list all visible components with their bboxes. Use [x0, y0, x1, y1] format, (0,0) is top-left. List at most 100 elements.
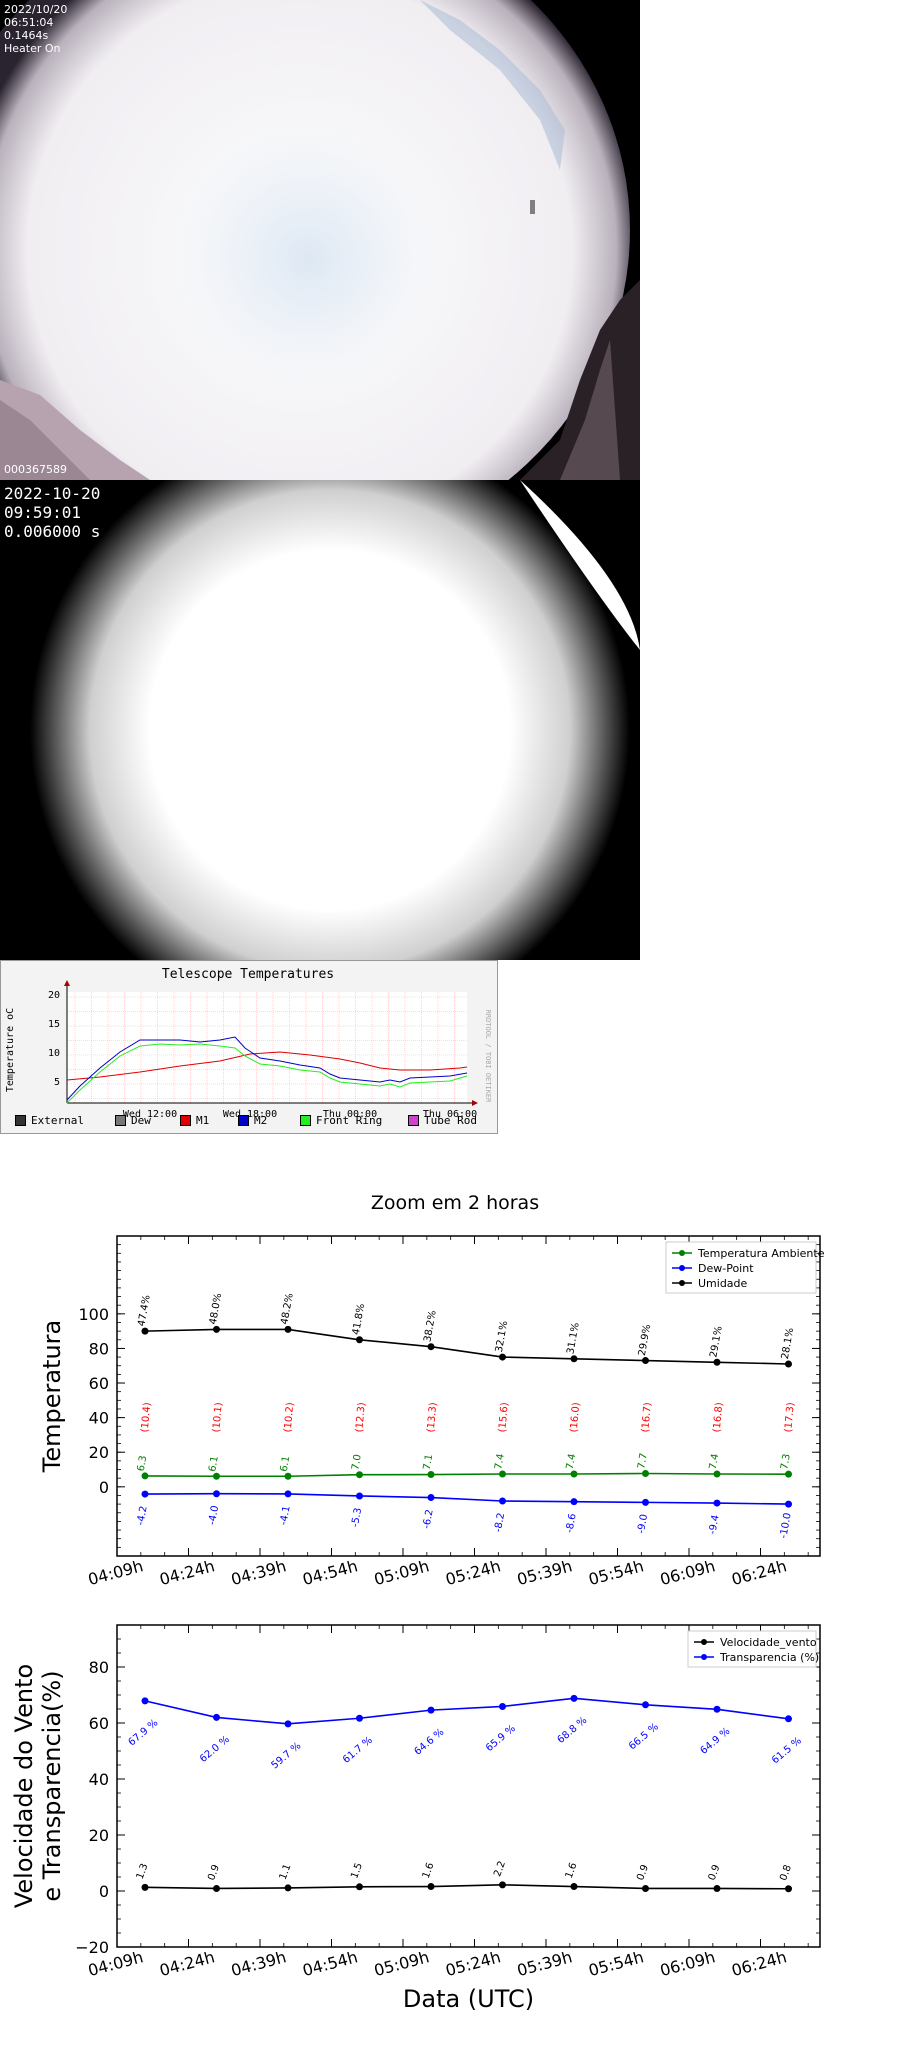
data-label: 28.1% — [780, 1327, 796, 1360]
rrd-series-m1 — [66, 1051, 468, 1081]
data-point — [427, 1494, 435, 1502]
data-point — [713, 1358, 721, 1366]
y-tick-label: 20 — [89, 1826, 109, 1845]
x-tick-label: 04:24h — [157, 1556, 216, 1589]
rrd-ytick: 20 — [48, 990, 60, 1001]
data-point — [570, 1498, 578, 1506]
series-line — [144, 1884, 789, 1890]
data-point — [284, 1472, 292, 1480]
rrd-legend-item-dew: Dew — [115, 1114, 151, 1127]
data-label: 41.8% — [351, 1303, 367, 1336]
data-label: -10.0 — [778, 1512, 793, 1539]
series-line — [144, 1697, 789, 1725]
data-point — [642, 1884, 649, 1892]
data-point — [356, 1714, 363, 1722]
data-label: 7.4 — [493, 1453, 507, 1471]
data-label: 0.9 — [206, 1863, 222, 1882]
data-point — [284, 1490, 292, 1498]
camera1-frame-id: 000367589 — [4, 463, 67, 476]
y-axis-label: Velocidade do Vento — [10, 1664, 38, 1908]
data-label: 7.0 — [350, 1453, 364, 1471]
data-point — [499, 1353, 506, 1361]
legend: Temperatura Ambiente Dew-Point Umidade — [665, 1241, 825, 1294]
data-label: 67.9 % — [126, 1718, 160, 1749]
rrd-xtick: Thu 06:00 — [423, 1109, 477, 1120]
camera2-date: 2022-10-20 — [4, 484, 101, 503]
x-tick-label: 04:54h — [300, 1556, 359, 1589]
x-tick-label: 06:09h — [658, 1556, 717, 1589]
data-point — [570, 1355, 578, 1363]
series-line — [144, 1472, 789, 1478]
x-tick-label: 06:24h — [729, 1556, 788, 1589]
data-label: 6.1 — [207, 1455, 221, 1473]
y-axis-label: e Transparencia(%) — [38, 1670, 66, 1901]
x-tick-label: 04:39h — [229, 1556, 288, 1589]
rrd-ytick: 5 — [54, 1077, 60, 1088]
legend-marker — [679, 1280, 685, 1286]
annotation-label: (10.2) — [283, 1402, 297, 1433]
data-label: -9.4 — [707, 1514, 721, 1535]
data-point — [356, 1471, 363, 1479]
data-point — [570, 1694, 578, 1702]
data-label: 59.7 % — [269, 1740, 303, 1771]
x-tick-label: 05:09h — [372, 1556, 431, 1589]
legend-marker — [679, 1250, 685, 1256]
x-tick-label: 05:54h — [586, 1556, 645, 1589]
y-tick-label: 80 — [89, 1339, 109, 1358]
series-line — [144, 1492, 789, 1505]
data-label: 0.9 — [635, 1863, 651, 1882]
data-point — [284, 1325, 292, 1333]
data-point — [213, 1713, 220, 1721]
data-label: 7.3 — [779, 1453, 793, 1471]
data-label: -9.0 — [636, 1513, 650, 1534]
data-label: -4.1 — [278, 1505, 292, 1526]
annotation-label: (13.3) — [426, 1402, 440, 1433]
annotation-label: (16.0) — [569, 1402, 583, 1433]
data-label: 6.3 — [136, 1455, 150, 1473]
annotation-label: (12.3) — [354, 1402, 368, 1433]
telescope-temperatures-chart: Telescope Temperatures Temperature oC RR… — [0, 960, 498, 1134]
data-point — [213, 1325, 220, 1333]
data-point — [570, 1470, 578, 1478]
data-point — [213, 1472, 220, 1480]
legend-box — [687, 1630, 817, 1668]
rrd-xtick: Wed 18:00 — [223, 1109, 277, 1120]
data-point — [141, 1883, 149, 1891]
y-tick-label: 0 — [99, 1478, 109, 1497]
x-tick-label: 06:24h — [729, 1947, 788, 1980]
data-label: 64.9 % — [698, 1726, 732, 1757]
annotation-label: (15.6) — [497, 1402, 511, 1433]
y-tick-label: 40 — [89, 1409, 109, 1428]
data-point — [141, 1327, 149, 1335]
data-label: -8.6 — [564, 1513, 578, 1534]
x-tick-label: 05:09h — [372, 1947, 431, 1980]
annotation-label: (17.3) — [783, 1402, 797, 1433]
x-tick-label: 05:39h — [515, 1947, 574, 1980]
annotation-label: (16.7) — [640, 1402, 654, 1433]
data-point — [427, 1471, 435, 1479]
legend-marker — [701, 1639, 707, 1645]
rrd-xtick: Thu 00:00 — [323, 1109, 377, 1120]
rrd-title: Telescope Temperatures — [162, 967, 334, 982]
data-label: 65.9 % — [484, 1723, 518, 1754]
data-label: 0.8 — [778, 1864, 794, 1883]
legend-label: Transparencia (%) — [719, 1651, 819, 1664]
camera2-time: 09:59:01 — [4, 503, 82, 522]
data-label: 7.4 — [565, 1453, 579, 1471]
data-point — [642, 1469, 649, 1477]
rrd-ytick: 10 — [48, 1048, 60, 1059]
rrd-ylabel: Temperature oC — [5, 1008, 16, 1092]
wind-transparency-chart: 80 60 40 20 0 −20 04:09h 04:24h 04:39h 04:54h 05:0… — [0, 1620, 910, 2044]
data-label: -6.2 — [421, 1509, 435, 1530]
data-point — [141, 1697, 149, 1705]
data-point — [427, 1883, 435, 1891]
y-tick-label: 0 — [99, 1882, 109, 1901]
data-point — [284, 1720, 292, 1728]
rrd-watermark: RRDTOOL / TOBI OETIKER — [484, 1010, 492, 1104]
data-label: 62.0 % — [198, 1734, 232, 1765]
data-point — [427, 1343, 435, 1351]
x-tick-label: 04:09h — [86, 1556, 145, 1589]
temperature-chart: 100 80 60 40 20 0 04:09h 04:24h 04:39h 04:54h 05:0… — [0, 1222, 910, 1620]
data-label: 68.8 % — [555, 1715, 589, 1746]
data-point — [713, 1499, 721, 1507]
